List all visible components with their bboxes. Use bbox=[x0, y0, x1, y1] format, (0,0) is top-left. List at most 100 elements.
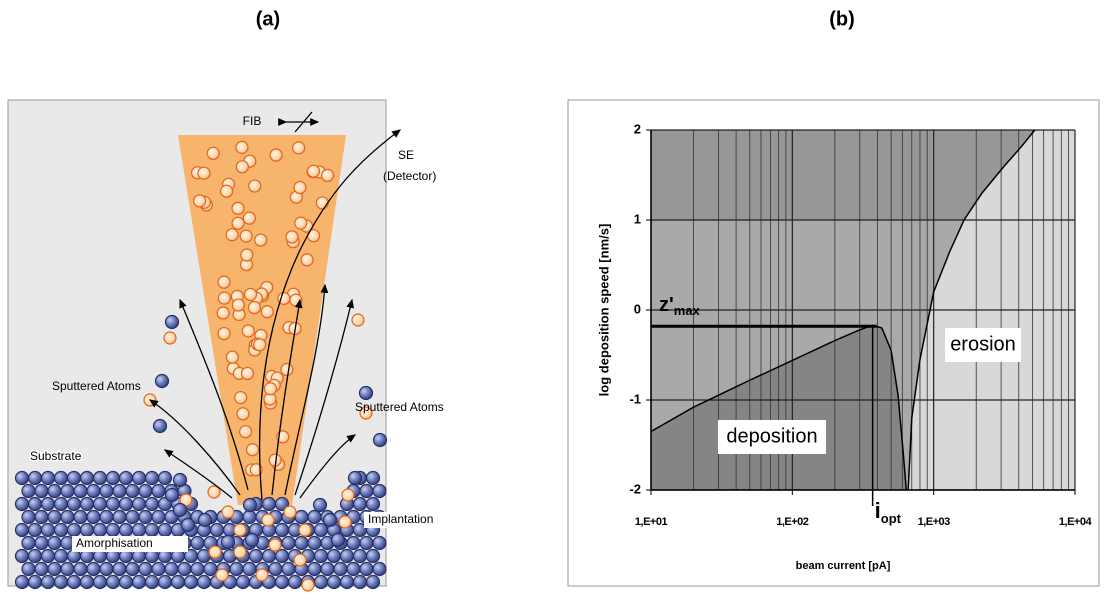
substrate-atom bbox=[48, 511, 61, 524]
ion bbox=[245, 288, 257, 300]
substrate-atom bbox=[174, 474, 187, 487]
substrate-atom bbox=[237, 576, 250, 589]
ion bbox=[270, 149, 282, 161]
ion bbox=[264, 383, 276, 395]
y-tick-label: -1 bbox=[629, 391, 641, 406]
ion bbox=[293, 142, 305, 154]
ion bbox=[226, 351, 238, 363]
ion bbox=[234, 524, 246, 536]
ion bbox=[242, 367, 254, 379]
substrate-atom bbox=[185, 576, 198, 589]
substrate-atom bbox=[94, 472, 107, 485]
substrate-atom bbox=[321, 563, 334, 576]
substrate-atom bbox=[374, 434, 387, 447]
substrate-atom bbox=[42, 524, 55, 537]
substrate-atom bbox=[16, 472, 29, 485]
substrate-atom bbox=[146, 576, 159, 589]
ion bbox=[261, 306, 273, 318]
substrate-atom bbox=[146, 472, 159, 485]
substrate-atom bbox=[126, 485, 139, 498]
ion bbox=[222, 506, 234, 518]
substrate-atom bbox=[42, 550, 55, 563]
substrate-atom bbox=[94, 524, 107, 537]
substrate-atom bbox=[174, 504, 187, 517]
substrate-atom bbox=[107, 576, 120, 589]
diagram: FIB SE (Detector) Sputtered Atoms Sputte… bbox=[8, 100, 468, 591]
substrate-atom bbox=[341, 576, 354, 589]
substrate-atom bbox=[332, 534, 345, 547]
ion bbox=[243, 212, 255, 224]
substrate-atom bbox=[250, 550, 263, 563]
ion bbox=[209, 546, 221, 558]
substrate-atom bbox=[243, 511, 256, 524]
substrate-atom bbox=[172, 576, 185, 589]
substrate-atom bbox=[120, 576, 133, 589]
substrate-atom bbox=[120, 472, 133, 485]
substrate-atom bbox=[22, 537, 35, 550]
substrate-atom bbox=[341, 550, 354, 563]
substrate-atom bbox=[349, 472, 362, 485]
substrate-atom bbox=[324, 514, 337, 527]
substrate-atom bbox=[55, 524, 68, 537]
substrate-atom bbox=[100, 511, 113, 524]
ion bbox=[302, 579, 314, 591]
substrate-atom bbox=[354, 550, 367, 563]
substrate-atom bbox=[68, 472, 81, 485]
substrate-atom bbox=[243, 563, 256, 576]
ion bbox=[286, 231, 298, 243]
substrate-atom bbox=[68, 498, 81, 511]
substrate-atom bbox=[295, 537, 308, 550]
label: SE bbox=[398, 148, 414, 162]
substrate-atom bbox=[126, 563, 139, 576]
substrate-atom bbox=[166, 489, 179, 502]
substrate-atom bbox=[22, 511, 35, 524]
substrate-atom bbox=[139, 485, 152, 498]
substrate-atom bbox=[107, 524, 120, 537]
substrate-atom bbox=[133, 524, 146, 537]
label: Substrate bbox=[30, 449, 82, 463]
substrate-atom bbox=[152, 511, 165, 524]
substrate-atom bbox=[35, 537, 48, 550]
panel-label: (a) bbox=[256, 8, 280, 30]
substrate-atom bbox=[68, 576, 81, 589]
ion bbox=[207, 147, 219, 159]
substrate-atom bbox=[373, 563, 386, 576]
substrate-atom bbox=[81, 576, 94, 589]
substrate-atom bbox=[328, 576, 341, 589]
substrate-atom bbox=[178, 563, 191, 576]
ion bbox=[232, 202, 244, 214]
substrate-atom bbox=[16, 550, 29, 563]
label: Sputtered Atoms bbox=[355, 400, 444, 414]
ion bbox=[322, 169, 334, 181]
ion bbox=[284, 506, 296, 518]
substrate-atom bbox=[199, 514, 212, 527]
substrate-atom bbox=[120, 498, 133, 511]
ion bbox=[234, 546, 246, 558]
ion bbox=[299, 524, 311, 536]
substrate-atom bbox=[74, 563, 87, 576]
ion bbox=[242, 325, 254, 337]
ion bbox=[247, 444, 259, 456]
substrate-atom bbox=[347, 537, 360, 550]
substrate-atom bbox=[29, 550, 42, 563]
substrate-atom bbox=[244, 499, 257, 512]
substrate-atom bbox=[269, 563, 282, 576]
ion bbox=[294, 182, 306, 194]
substrate-atom bbox=[81, 524, 94, 537]
substrate-atom bbox=[74, 511, 87, 524]
ion bbox=[342, 489, 354, 501]
substrate-atom bbox=[22, 563, 35, 576]
ion bbox=[198, 167, 210, 179]
substrate-atom bbox=[191, 537, 204, 550]
ion bbox=[240, 426, 252, 438]
ion bbox=[248, 302, 260, 314]
substrate-atom bbox=[182, 519, 195, 532]
label: Implantation bbox=[368, 512, 433, 526]
label: (Detector) bbox=[383, 169, 436, 183]
substrate-atom bbox=[367, 498, 380, 511]
substrate-atom bbox=[133, 576, 146, 589]
substrate-atom bbox=[133, 472, 146, 485]
substrate-atom bbox=[198, 576, 211, 589]
substrate-atom bbox=[152, 485, 165, 498]
substrate-atom bbox=[29, 524, 42, 537]
